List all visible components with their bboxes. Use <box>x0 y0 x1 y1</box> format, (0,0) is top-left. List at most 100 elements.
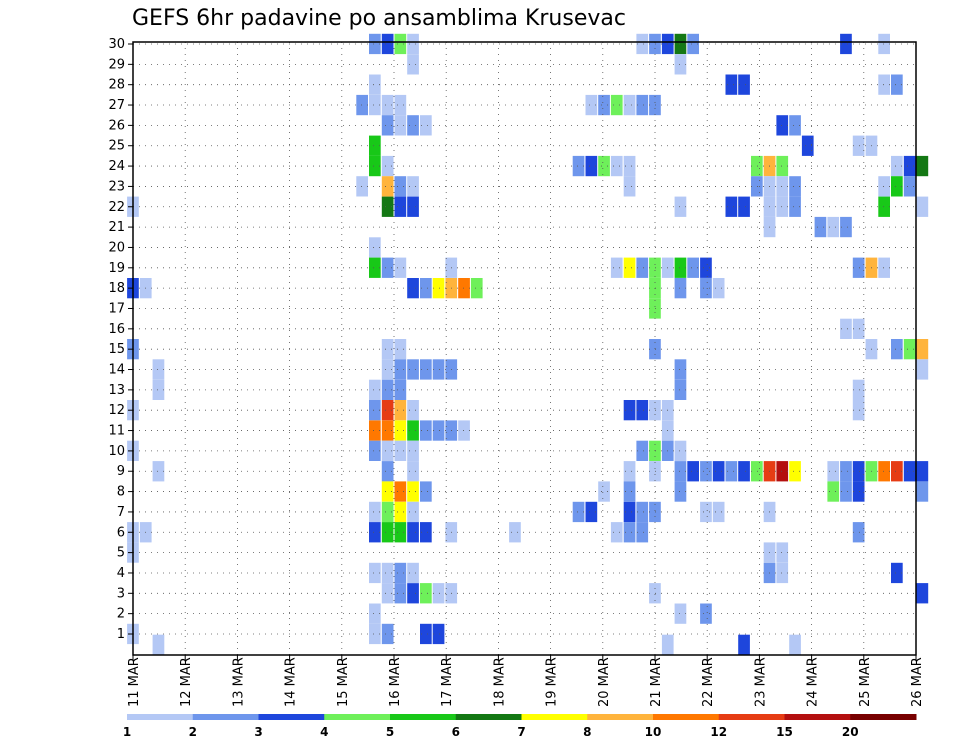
colorbar-label: 10 <box>645 725 662 739</box>
heatmap-cell <box>394 379 407 400</box>
y-tick-label: 8 <box>117 485 125 500</box>
heatmap-cell <box>394 94 407 116</box>
heatmap-cell <box>840 461 852 482</box>
heatmap-cell <box>394 420 407 441</box>
heatmap-cell <box>407 481 419 502</box>
y-tick-label: 11 <box>108 424 125 439</box>
colorbar-label: 3 <box>254 725 262 739</box>
heatmap-cell <box>394 440 407 461</box>
heatmap-cell <box>903 339 916 360</box>
colorbar-segment <box>258 714 325 720</box>
heatmap-cell <box>152 461 165 482</box>
heatmap-cell <box>712 278 725 299</box>
colorbar-label: 6 <box>452 725 460 739</box>
colorbar-label: 5 <box>386 725 394 739</box>
heatmap-cell <box>369 623 381 645</box>
heatmap-cell <box>852 379 865 400</box>
heatmap-cell <box>636 257 649 278</box>
heatmap-cell <box>636 522 649 543</box>
heatmap-cell <box>789 196 801 217</box>
heatmap-cell <box>381 501 394 523</box>
heatmap-cell <box>407 54 419 75</box>
heatmap-cell <box>878 196 890 217</box>
heatmap-cell <box>891 562 903 584</box>
y-tick-label: 12 <box>108 403 125 418</box>
heatmap-cell <box>369 94 381 116</box>
colorbar-segment <box>192 714 259 720</box>
heatmap-cell <box>878 257 890 278</box>
x-tick-label: 21 MAR <box>649 657 664 707</box>
heatmap-cell <box>420 359 432 380</box>
heatmap-cell <box>700 461 712 482</box>
colorbar-label: 2 <box>189 725 197 739</box>
heatmap-cell <box>572 501 585 523</box>
heatmap-cell <box>394 583 407 604</box>
x-tick-label: 25 MAR <box>858 657 873 707</box>
heatmap-cell <box>369 155 381 177</box>
heatmap-cell <box>636 501 649 523</box>
heatmap-cell <box>738 74 750 95</box>
heatmap-cell <box>674 461 687 482</box>
x-tick-label: 22 MAR <box>701 657 716 707</box>
y-tick-label: 25 <box>108 139 125 154</box>
heatmap-cell <box>738 461 750 482</box>
heatmap-cell <box>636 94 649 116</box>
heatmap-cell <box>458 420 470 441</box>
heatmap-cell <box>369 400 381 421</box>
colorbar-label: 7 <box>517 725 525 739</box>
heatmap-cell <box>610 257 623 278</box>
heatmap-cell <box>369 74 381 95</box>
heatmap-cell <box>432 420 445 441</box>
heatmap-cell <box>407 359 419 380</box>
heatmap-cell <box>814 216 827 238</box>
colorbar-segment <box>653 714 720 720</box>
heatmap-cell <box>636 400 649 421</box>
heatmap-cell <box>852 400 865 421</box>
heatmap-cell <box>852 461 865 482</box>
heatmap-cell <box>725 461 738 482</box>
y-tick-label: 19 <box>108 261 125 276</box>
heatmap-cell <box>649 583 661 604</box>
heatmap-cell <box>572 155 585 177</box>
heatmap-cell <box>407 176 419 197</box>
heatmap-cell <box>827 461 840 482</box>
heatmap-cell <box>623 461 636 482</box>
heatmap-cell <box>610 155 623 177</box>
y-tick-label: 26 <box>108 118 125 133</box>
heatmap-cell <box>369 420 381 441</box>
x-tick-label: 19 MAR <box>545 657 560 707</box>
x-tick-label: 23 MAR <box>753 657 768 707</box>
heatmap-cell <box>381 400 394 421</box>
heatmap-cell <box>394 400 407 421</box>
heatmap-cell <box>356 94 368 116</box>
heatmap-cell <box>585 94 598 116</box>
heatmap-cell <box>432 583 445 604</box>
heatmap-cell <box>432 278 445 299</box>
heatmap-cell <box>470 278 483 299</box>
heatmap-cell <box>751 176 763 197</box>
heatmap-cell <box>407 196 419 217</box>
heatmap-cell <box>381 440 394 461</box>
heatmap-cell <box>369 135 381 156</box>
colorbar-label: 4 <box>320 725 328 739</box>
heatmap-cell <box>649 33 661 55</box>
heatmap-cell <box>674 603 687 624</box>
x-tick-label: 11 MAR <box>127 657 142 707</box>
heatmap-cell <box>598 481 610 502</box>
colorbar-label: 1 <box>123 725 131 739</box>
heatmap-cell <box>776 542 789 563</box>
heatmap-cell <box>903 155 916 177</box>
heatmap-cell <box>420 522 432 543</box>
y-tick-label: 28 <box>108 78 125 93</box>
heatmap-cell <box>776 196 789 217</box>
cells-layer <box>127 33 929 655</box>
heatmap-cell <box>751 155 763 177</box>
heatmap-cell <box>407 440 419 461</box>
heatmap-cell <box>407 461 419 482</box>
y-tick-label: 16 <box>108 322 125 337</box>
heatmap-cell <box>407 400 419 421</box>
heatmap-cell <box>394 522 407 543</box>
colorbar-segment <box>521 714 588 720</box>
heatmap-cell <box>369 440 381 461</box>
heatmap-cell <box>916 339 929 360</box>
